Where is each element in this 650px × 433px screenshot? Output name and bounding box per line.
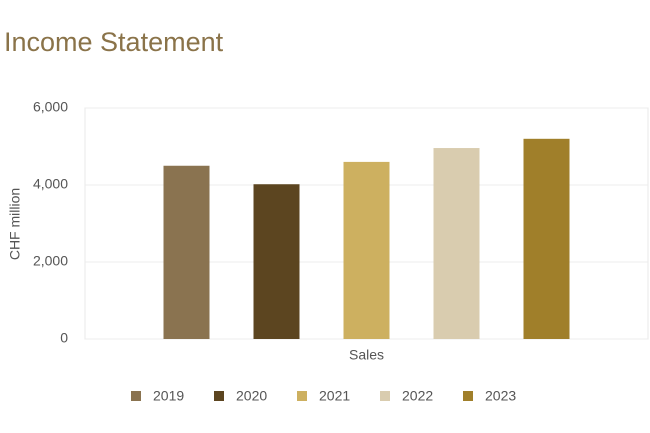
legend-swatch [297, 391, 307, 401]
bar [433, 148, 480, 339]
legend-label: 2019 [153, 388, 184, 404]
y-tick-label: 6,000 [33, 99, 68, 115]
y-tick-label: 2,000 [33, 253, 68, 269]
legend-swatch [131, 391, 141, 401]
bar [163, 165, 210, 339]
y-tick-label: 0 [60, 330, 68, 346]
y-tick-label: 4,000 [33, 176, 68, 192]
legend-label: 2023 [485, 388, 516, 404]
x-tick-label: Sales [349, 347, 384, 363]
legend-label: 2020 [236, 388, 267, 404]
legend-swatch [380, 391, 390, 401]
legend-label: 2022 [402, 388, 433, 404]
bar [343, 161, 390, 339]
legend-swatch [214, 391, 224, 401]
bar [523, 138, 570, 339]
chart-title: Income Statement [4, 27, 224, 57]
legend-swatch [463, 391, 473, 401]
legend-label: 2021 [319, 388, 350, 404]
bar [253, 184, 300, 339]
y-axis-label: CHF million [7, 188, 23, 260]
